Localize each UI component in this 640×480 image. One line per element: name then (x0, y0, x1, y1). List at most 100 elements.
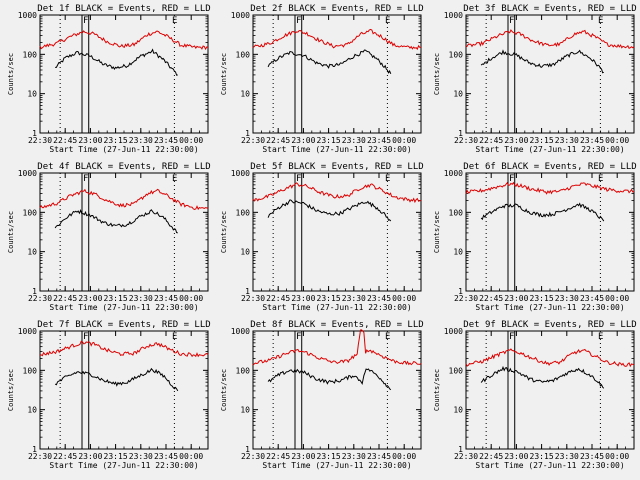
series-line-events (267, 368, 392, 391)
y-tick-label: 1 (32, 445, 37, 454)
chart-panel-7: Det 7f BLACK = Events, RED = LLD 1 10 100 10… (7, 320, 211, 470)
marker-e: E (598, 174, 603, 184)
chart-panel-9: Det 9f BLACK = Events, RED = LLD 1 10 100 10… (433, 320, 637, 470)
y-tick-label: 100 (236, 366, 251, 375)
y-tick-label: 1000 (18, 327, 37, 336)
y-tick-label: 1000 (231, 11, 250, 20)
x-axis-label: Start Time (27-Jun-11 22:30:00) (262, 461, 411, 470)
x-axis-label: Start Time (27-Jun-11 22:30:00) (49, 145, 198, 154)
series-line-lld (252, 28, 421, 51)
x-axis-label: Start Time (27-Jun-11 22:30:00) (475, 145, 624, 154)
x-axis-label: Start Time (27-Jun-11 22:30:00) (49, 461, 198, 470)
y-tick-label: 1 (458, 445, 463, 454)
series-line-events (54, 367, 179, 392)
y-tick-label: 10 (453, 248, 463, 257)
marker-e: E (385, 16, 390, 26)
series-line-events (267, 49, 392, 74)
y-axis-label: Counts/sec (7, 369, 15, 411)
x-tick-label: 23:15 (317, 294, 341, 303)
x-tick-label: 22:45 (266, 136, 290, 145)
series-line-events (54, 209, 178, 234)
x-tick-label: 22:45 (53, 136, 77, 145)
x-tick-label: 23:00 (291, 136, 315, 145)
y-tick-label: 1000 (231, 169, 250, 178)
x-tick-label: 22:30 (454, 294, 478, 303)
x-tick-label: 23:00 (78, 136, 102, 145)
chart-title: Det 1f BLACK = Events, RED = LLD (37, 4, 210, 14)
x-tick-label: 23:45 (154, 136, 178, 145)
y-axis-label: Counts/sec (220, 369, 228, 411)
x-tick-label: 23:30 (129, 136, 153, 145)
series-line-events (480, 49, 604, 74)
y-tick-label: 100 (449, 366, 464, 375)
series-line-lld (465, 181, 635, 195)
marker-e: E (172, 332, 177, 342)
x-tick-label: 23:00 (504, 136, 528, 145)
series-line-lld (465, 348, 635, 368)
x-tick-label: 23:15 (104, 452, 128, 461)
y-tick-label: 1 (245, 287, 250, 296)
chart-panel-1: Det 1f BLACK = Events, RED = LLD 1 10 100 10… (7, 4, 211, 154)
x-tick-label: 23:15 (317, 136, 341, 145)
chart-panel-3: Det 3f BLACK = Events, RED = LLD 1 10 100 10… (433, 4, 637, 154)
marker-f: F (83, 16, 88, 26)
y-tick-label: 1 (458, 129, 463, 138)
y-tick-label: 100 (23, 366, 38, 375)
chart-title: Det 4f BLACK = Events, RED = LLD (37, 162, 210, 172)
x-tick-label: 00:00 (605, 452, 629, 461)
marker-f: F (296, 332, 301, 342)
x-tick-label: 23:15 (104, 294, 128, 303)
series-line-lld (465, 29, 635, 49)
y-tick-label: 10 (27, 406, 37, 415)
series-line-lld (252, 182, 422, 204)
chart-panel-8: Det 8f BLACK = Events, RED = LLD 1 10 100 10… (220, 320, 424, 470)
marker-f: F (83, 332, 88, 342)
x-tick-label: 23:00 (504, 294, 528, 303)
chart-title: Det 3f BLACK = Events, RED = LLD (463, 4, 636, 14)
x-tick-label: 23:45 (154, 294, 178, 303)
y-axis-label: Counts/sec (220, 53, 228, 95)
y-tick-label: 10 (240, 406, 250, 415)
x-tick-label: 23:15 (104, 136, 128, 145)
series-line-lld (39, 340, 209, 358)
x-tick-label: 22:45 (479, 294, 503, 303)
x-tick-label: 00:00 (605, 294, 629, 303)
chart-title: Det 9f BLACK = Events, RED = LLD (463, 320, 636, 330)
y-axis-label: Counts/sec (7, 53, 15, 95)
y-tick-label: 1 (32, 129, 37, 138)
x-tick-label: 22:30 (28, 136, 52, 145)
chart-panel-5: Det 5f BLACK = Events, RED = LLD 1 10 100 10… (220, 162, 424, 312)
x-tick-label: 23:00 (291, 452, 315, 461)
x-tick-label: 22:30 (28, 294, 52, 303)
y-tick-label: 100 (236, 208, 251, 217)
x-tick-label: 23:30 (129, 452, 153, 461)
x-tick-label: 00:00 (179, 294, 203, 303)
x-tick-label: 22:30 (454, 136, 478, 145)
marker-e: E (385, 174, 390, 184)
x-tick-label: 00:00 (179, 136, 203, 145)
x-tick-label: 00:00 (392, 452, 416, 461)
x-tick-label: 22:45 (53, 452, 77, 461)
x-tick-label: 22:45 (479, 452, 503, 461)
x-tick-label: 22:45 (53, 294, 77, 303)
y-axis-label: Counts/sec (433, 53, 441, 95)
marker-e: E (385, 332, 390, 342)
x-tick-label: 23:30 (129, 294, 153, 303)
y-axis-label: Counts/sec (7, 211, 15, 253)
x-tick-label: 23:30 (555, 452, 579, 461)
y-tick-label: 100 (23, 50, 38, 59)
x-tick-label: 23:45 (580, 452, 604, 461)
marker-f: F (509, 16, 514, 26)
x-tick-label: 23:45 (154, 452, 178, 461)
y-tick-label: 100 (23, 208, 38, 217)
x-tick-label: 23:45 (580, 136, 604, 145)
x-axis-label: Start Time (27-Jun-11 22:30:00) (262, 303, 411, 312)
x-tick-label: 22:30 (28, 452, 52, 461)
plot-frame (465, 14, 635, 134)
plot-frame (465, 330, 635, 450)
x-axis-label: Start Time (27-Jun-11 22:30:00) (262, 145, 411, 154)
x-tick-label: 00:00 (179, 452, 203, 461)
x-tick-label: 22:45 (266, 452, 290, 461)
y-tick-label: 10 (453, 90, 463, 99)
